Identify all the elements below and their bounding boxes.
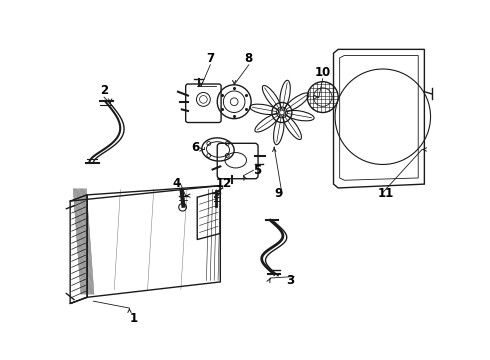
Text: 5: 5	[253, 164, 261, 177]
Text: 2: 2	[100, 85, 108, 98]
Text: 6: 6	[191, 141, 199, 154]
Text: 7: 7	[206, 52, 215, 65]
Text: 10: 10	[315, 66, 331, 79]
Text: 3: 3	[286, 274, 294, 287]
Text: 8: 8	[245, 52, 253, 65]
Text: 12: 12	[216, 177, 232, 190]
Text: 1: 1	[129, 312, 137, 325]
Text: 4: 4	[172, 177, 180, 190]
Text: 11: 11	[378, 187, 394, 200]
Text: 9: 9	[274, 187, 282, 200]
